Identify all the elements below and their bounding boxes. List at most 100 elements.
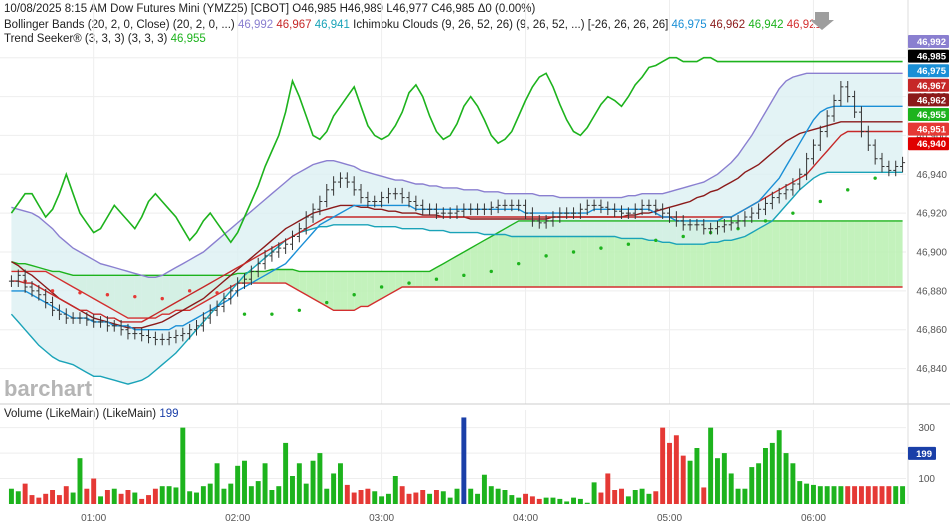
cloud-segment-46 <box>326 271 334 311</box>
cloud-segment-38 <box>271 269 279 284</box>
price-tick-label: 46,880 <box>916 286 947 297</box>
volume-bar <box>817 486 823 504</box>
price-bar <box>379 191 385 208</box>
volume-bar <box>242 460 247 504</box>
volume-bar <box>159 486 165 504</box>
price-badge: 46,967 <box>908 78 949 92</box>
volume-bar <box>125 490 131 504</box>
price-bar <box>598 199 604 214</box>
volume-bar <box>111 488 117 504</box>
price-bar <box>56 304 62 320</box>
cloud-segment-113 <box>786 220 793 287</box>
cloud-segment-71 <box>498 228 505 287</box>
price-tick-label: 46,920 <box>916 209 947 220</box>
time-tick-label: 06:00 <box>801 513 826 524</box>
price-bar <box>392 187 398 200</box>
trend-dot-green-3 <box>325 300 329 305</box>
volume-bar <box>221 488 227 504</box>
price-bar <box>468 203 474 216</box>
volume-bar <box>255 481 261 504</box>
cloud-segment-60 <box>422 271 430 287</box>
ichimoku-value-3: 46,942 <box>748 19 784 31</box>
price-badge: 46,962 <box>908 93 949 107</box>
price-bar <box>433 203 439 219</box>
volume-bar <box>70 492 76 504</box>
volume-bar <box>523 493 529 504</box>
volume-bar <box>619 488 624 504</box>
cloud-segment-109 <box>758 220 766 287</box>
cloud-segment-86 <box>600 220 608 287</box>
price-bar <box>36 285 42 301</box>
ichimoku-value-2: 46,962 <box>709 19 746 31</box>
volume-bar <box>433 490 439 504</box>
price-bar <box>221 292 227 313</box>
cloud-segment-122 <box>847 220 855 287</box>
bollinger-legend-label[interactable]: Bollinger Bands (20, 2, 0, Close) <box>4 19 170 31</box>
price-bar <box>893 160 899 177</box>
svg-text:46,962: 46,962 <box>917 95 946 106</box>
header-symbol-info: 10/08/2025 8:15 AM Dow Futures Mini (YMZ… <box>4 3 290 15</box>
price-badge: 46,992 <box>908 35 949 48</box>
price-bar <box>776 187 782 204</box>
price-bar <box>111 320 117 332</box>
volume-bar <box>351 492 357 504</box>
volume-bar <box>337 463 343 504</box>
price-bar <box>509 199 515 212</box>
volume-bar <box>810 484 816 504</box>
price-bar <box>824 110 830 138</box>
price-bar <box>235 277 241 297</box>
indicator-legend-line: Bollinger Bands (20, 2, 0, Close) (20, 2… <box>4 18 822 32</box>
volume-badge: 199 <box>908 446 936 460</box>
trend-seeker-value: 46,955 <box>170 33 206 45</box>
cloud-segment-51 <box>361 271 368 307</box>
volume-bar <box>98 496 104 504</box>
price-bar <box>831 94 837 122</box>
price-bar <box>516 199 522 212</box>
price-bar <box>687 218 693 231</box>
bollinger-band-fill <box>11 73 903 385</box>
trend-seeker-legend-label[interactable]: Trend Seeker® (3, 3, 3) <box>4 33 125 45</box>
trend-seeker-legend-line: Trend Seeker® (3, 3, 3) (3, 3, 3) 46,955 <box>4 32 206 46</box>
trend-dot-green-23 <box>873 176 877 180</box>
volume-bar <box>516 497 522 504</box>
price-bar <box>187 323 193 340</box>
volume-bar <box>776 430 782 504</box>
volume-bar <box>721 453 727 504</box>
trend-dot-green-13 <box>599 246 603 250</box>
price-bar <box>495 199 501 214</box>
price-bar <box>577 203 583 219</box>
volume-bar <box>461 417 467 504</box>
volume-legend-label[interactable]: Volume (LikeMain) <box>4 408 100 420</box>
cloud-segment-40 <box>285 269 293 287</box>
price-bar <box>721 218 727 233</box>
cloud-segment-63 <box>443 259 451 287</box>
volume-bar <box>248 486 254 504</box>
barchart-watermark: barchart <box>4 376 93 401</box>
cloud-segment-114 <box>792 220 800 287</box>
price-bar <box>420 199 426 216</box>
ichimoku-legend-label[interactable]: Ichimoku Clouds (9, 26, 52, 26) <box>353 19 513 31</box>
volume-bar <box>769 442 775 504</box>
price-tick-label: 46,860 <box>916 325 947 336</box>
volume-bar <box>420 490 426 504</box>
volume-bar <box>632 490 638 504</box>
price-bar <box>406 191 412 208</box>
price-badge: 46,955 <box>908 108 949 121</box>
volume-bar <box>584 502 590 504</box>
price-bar <box>365 191 371 208</box>
volume-bar <box>187 491 193 504</box>
volume-tick-label: 100 <box>918 474 935 485</box>
price-bar <box>413 195 419 212</box>
volume-bar <box>701 487 707 504</box>
cloud-segment-81 <box>566 220 574 287</box>
series-line-bb-upper <box>11 72 903 278</box>
volume-bar <box>660 427 666 504</box>
price-bar <box>461 203 467 218</box>
price-bar <box>70 312 76 324</box>
volume-bar <box>543 497 549 504</box>
volume-bar <box>331 473 337 504</box>
cloud-segment-44 <box>313 271 320 303</box>
volume-bar <box>228 483 234 504</box>
volume-legend-args: (LikeMain) <box>102 408 157 420</box>
